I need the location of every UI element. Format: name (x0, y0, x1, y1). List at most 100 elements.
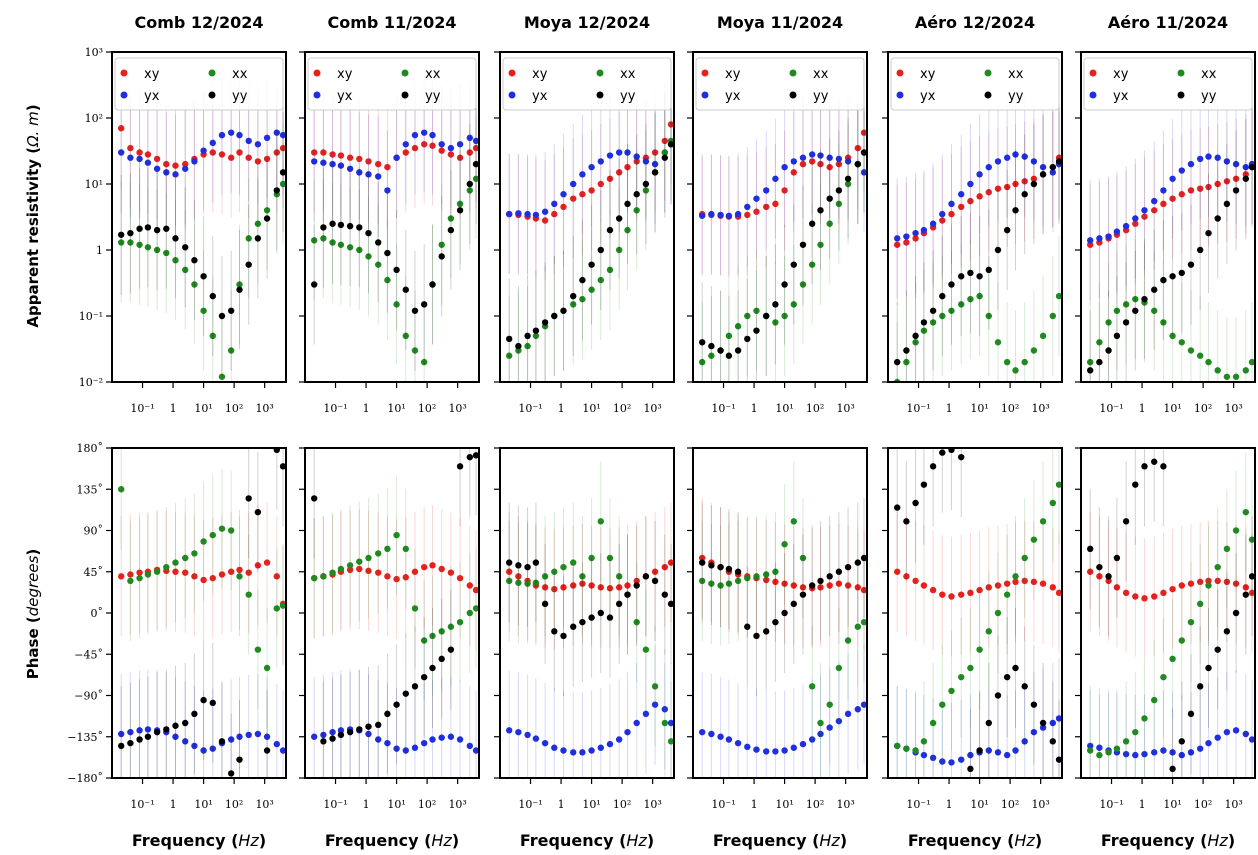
data-point-yy (1003, 673, 1011, 681)
data-point-xy (1012, 578, 1019, 586)
data-point-yy (279, 463, 286, 470)
data-point-xx (929, 319, 937, 326)
data-point-yy (772, 618, 779, 626)
data-point-yx (744, 203, 751, 211)
data-point-yx (615, 736, 623, 743)
data-point-xy (254, 158, 262, 165)
data-point-xy (844, 582, 852, 589)
data-point-yx (505, 727, 513, 734)
data-point-xy (200, 576, 207, 584)
data-point-yx (346, 165, 354, 172)
data-point-yy (182, 719, 189, 727)
data-point-xy (1160, 200, 1167, 208)
data-point-yy (209, 292, 216, 300)
data-point-xx (532, 332, 540, 340)
data-point-yx (209, 745, 216, 752)
data-point-yx (1232, 727, 1240, 734)
data-point-yx (402, 141, 409, 148)
data-point-xy (172, 568, 179, 575)
data-point-yy (985, 266, 992, 274)
data-point-xx (456, 618, 464, 626)
data-point-yx (551, 744, 558, 751)
legend-label-yx: yx (1113, 89, 1129, 104)
data-point-yx (1169, 749, 1176, 756)
data-point-yx (854, 706, 862, 713)
x-tick-label: 1 (170, 402, 177, 415)
data-point-yx (356, 169, 363, 176)
data-point-xx (456, 200, 464, 208)
data-point-yy (163, 726, 170, 733)
data-point-xx (912, 747, 919, 754)
data-point-xy (1049, 584, 1057, 591)
x-tick-label: 10³ (1031, 402, 1049, 415)
data-point-xx (163, 563, 170, 571)
data-point-yx (393, 154, 400, 161)
data-point-yy (633, 582, 640, 589)
data-point-xy (920, 582, 928, 589)
x-tick-label: 10¹ (582, 798, 600, 811)
x-axis-label-end: ) (259, 831, 266, 850)
data-point-yy (337, 221, 345, 229)
x-tick-label: 10² (613, 798, 631, 811)
data-point-xx (753, 307, 760, 314)
data-point-yx (734, 739, 742, 747)
data-point-yy (320, 224, 327, 231)
data-point-yy (447, 646, 455, 653)
data-point-xx (1049, 312, 1057, 320)
data-point-yx (1187, 160, 1195, 168)
data-point-xy (346, 154, 354, 161)
data-point-yx (753, 746, 760, 753)
data-point-yx (844, 710, 852, 718)
data-point-xy (799, 584, 807, 591)
data-point-yx (744, 743, 751, 751)
data-point-xx (976, 646, 983, 653)
data-point-yx (633, 153, 640, 160)
data-point-xx (854, 623, 862, 630)
data-point-yx (429, 736, 436, 743)
x-tick-label: 10² (806, 798, 824, 811)
data-point-xx (144, 244, 152, 251)
data-point-yx (337, 727, 345, 734)
data-point-xy (227, 154, 235, 161)
data-point-xy (781, 580, 788, 587)
series-xy (698, 498, 867, 651)
data-point-xy (651, 568, 659, 575)
data-point-yx (661, 706, 669, 713)
data-point-xx (642, 646, 650, 653)
data-point-yx (375, 736, 382, 743)
data-point-yy (384, 249, 391, 257)
data-point-xx (117, 239, 125, 246)
data-point-xy (236, 149, 243, 156)
data-point-yy (790, 261, 797, 268)
data-point-xx (560, 563, 567, 571)
data-point-xx (698, 577, 706, 585)
data-point-yx (903, 233, 910, 240)
x-tick-label: 10³ (1224, 402, 1242, 415)
data-point-yx (790, 158, 797, 165)
x-tick-label: 10⁻¹ (323, 798, 347, 811)
y-tick-label: 10⁻¹ (79, 310, 103, 323)
data-point-yy (994, 692, 1002, 699)
data-point-yx (1122, 222, 1130, 230)
data-point-yy (1096, 358, 1103, 366)
data-point-yy (1021, 191, 1028, 198)
data-point-xx (958, 673, 965, 681)
data-point-yx (948, 200, 955, 208)
data-point-xy (263, 559, 271, 566)
data-point-xy (893, 568, 901, 575)
data-point-yy (844, 175, 852, 182)
data-point-xy (1232, 580, 1240, 587)
data-point-yy (734, 347, 742, 354)
data-point-xx (826, 701, 833, 708)
legend-box (307, 57, 477, 111)
data-point-xy (218, 151, 226, 158)
legend-label-yx: yx (532, 89, 548, 104)
data-point-yx (1012, 151, 1019, 158)
data-point-yy (365, 229, 372, 237)
data-point-yx (708, 210, 715, 218)
data-point-yy (153, 226, 161, 234)
x-axis-label-end: ) (647, 831, 654, 850)
data-point-xy (1132, 593, 1139, 600)
data-point-yx (236, 131, 243, 139)
